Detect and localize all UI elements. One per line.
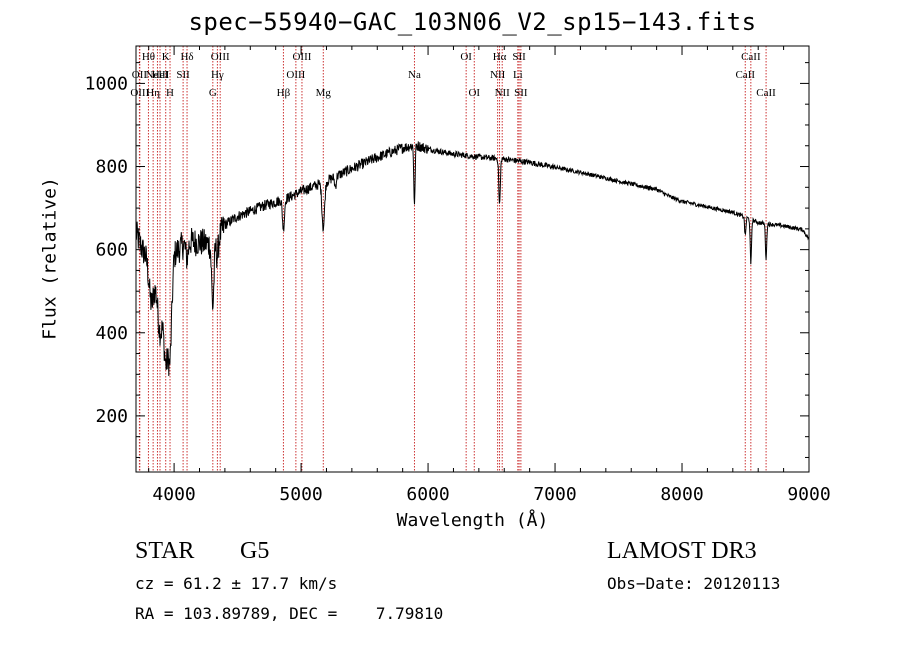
y-tick-label: 600	[95, 240, 128, 261]
x-tick-label: 4000	[152, 484, 195, 505]
line-marker-label: SII	[176, 69, 190, 81]
line-marker-label: OI	[460, 51, 472, 63]
line-marker-label: Hδ	[180, 51, 193, 63]
line-marker-label: NII	[495, 87, 511, 99]
x-tick-label: 9000	[787, 484, 830, 505]
line-marker-label: HeI	[152, 69, 169, 81]
y-tick-label: 200	[95, 406, 128, 427]
x-tick-label: 6000	[406, 484, 449, 505]
line-marker-layer	[138, 46, 767, 472]
line-marker-label: NII	[490, 69, 506, 81]
x-tick-label: 7000	[533, 484, 576, 505]
plot-frame	[135, 45, 810, 473]
spectrum-line	[135, 141, 809, 377]
line-marker-label: CaII	[735, 69, 755, 81]
line-marker-label: OIII	[130, 87, 149, 99]
chart-title: spec−55940−GAC_103N06_V2_sp15−143.fits	[188, 8, 757, 36]
line-marker-label: K	[162, 51, 170, 63]
line-marker-label: OIII	[292, 51, 311, 63]
line-marker-label: OII	[132, 69, 148, 81]
survey-name: LAMOST DR3	[607, 538, 757, 564]
line-marker-label: Hγ	[211, 69, 224, 81]
y-tick-label: 800	[95, 157, 128, 178]
x-tick-label: 5000	[279, 484, 322, 505]
obs-date: Obs−Date: 20120113	[607, 574, 781, 593]
y-tick-label: 1000	[85, 73, 128, 94]
line-marker-label: CaII	[756, 87, 776, 99]
x-tick-label: 8000	[660, 484, 703, 505]
x-axis: 4000 5000 6000 7000 8000 9000	[148, 46, 831, 505]
line-marker-label: SII	[512, 51, 526, 63]
line-marker-label: Hθ	[142, 51, 155, 63]
line-marker-label: H	[166, 87, 174, 99]
line-marker-label: OIII	[211, 51, 230, 63]
redshift-readout: cz = 61.2 ± 17.7 km/s	[135, 574, 338, 593]
y-axis-label: Flux (relative)	[39, 177, 61, 340]
line-marker-label: Hβ	[277, 87, 291, 99]
line-marker-label: CaII	[741, 51, 761, 63]
line-marker-label: Na	[408, 69, 421, 81]
y-tick-label: 400	[95, 323, 128, 344]
line-marker-label: G	[209, 87, 217, 99]
object-class: STAR	[135, 538, 195, 564]
line-marker-label: Hη	[146, 87, 160, 99]
object-subclass: G5	[240, 538, 270, 564]
x-axis-label: Wavelength (Å)	[396, 510, 549, 531]
line-marker-label: NeIII	[146, 69, 170, 81]
line-marker-label: OI	[468, 87, 480, 99]
line-marker-label: SII	[514, 87, 528, 99]
line-marker-label: Mg	[316, 87, 332, 99]
line-marker-label: Hα	[493, 51, 507, 63]
line-marker-label: OIII	[286, 69, 305, 81]
line-marker-label: Li	[513, 69, 523, 81]
coordinates: RA = 103.89789, DEC = 7.79810	[135, 604, 444, 623]
y-axis: 200 400 600 800 1000	[85, 62, 809, 458]
